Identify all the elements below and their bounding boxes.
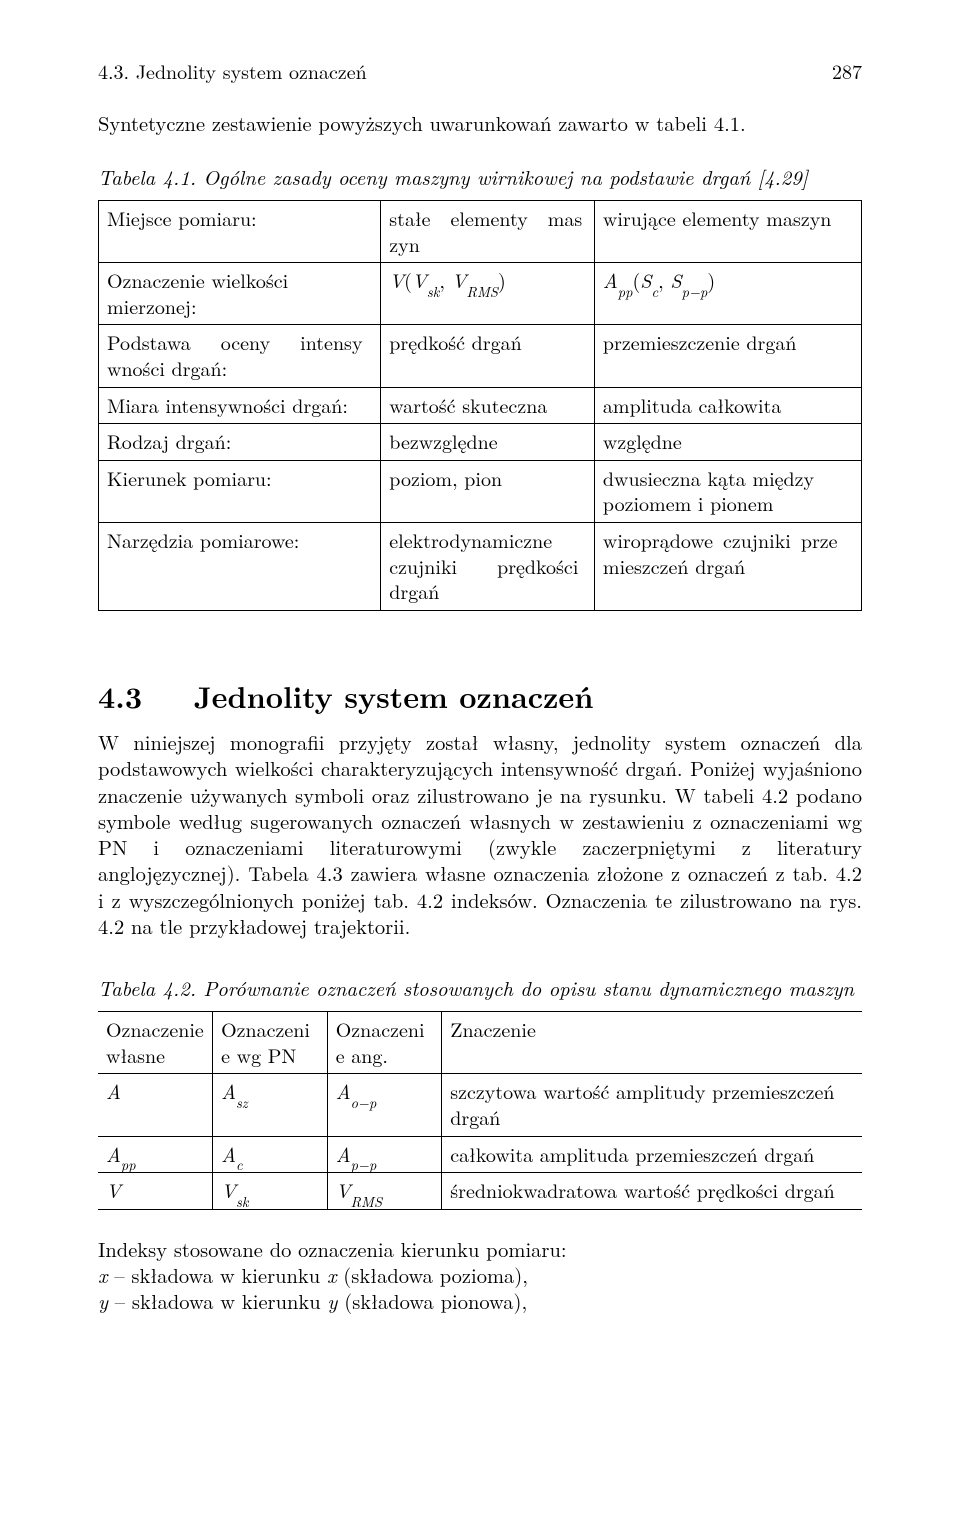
running-header: 4.3. Jednolity system oznaczeń 287 (98, 58, 862, 84)
table-cell: prędkość drgań (381, 325, 595, 387)
table-cell: Oznaczenie wielkości mierzonej: (99, 263, 381, 325)
indices-line-x: x – składowa w kierunku x (składowa pozi… (98, 1262, 862, 1288)
table-row: VVskVRMSśredniokwadratowa wartość prędko… (98, 1173, 862, 1210)
table-4-1-caption: Tabela 4.1. Ogólne zasady oceny maszyny … (98, 164, 862, 190)
table-cell: Podstawa oceny intensywności drgań: (99, 325, 381, 387)
table-row: Narzędzia pomiarowe:elektrodynamiczne cz… (99, 523, 862, 611)
table-header-cell: Oznaczenie własne (98, 1012, 213, 1074)
table-row: Rodzaj drgań:bezwzględnewzględne (99, 424, 862, 461)
indices-block: Indeksy stosowane do oznaczenia kierunku… (98, 1236, 862, 1315)
table-row: Oznaczenie własneOznaczenie wg PNOznacze… (98, 1012, 862, 1074)
table-row: Miara intensywności drgań:wartość skutec… (99, 387, 862, 424)
table-row: Kierunek pomiaru:poziom, piondwusieczna … (99, 460, 862, 522)
table-cell: wiroprądowe czujniki przemieszczeń drgań (594, 523, 861, 611)
table-cell: Kierunek pomiaru: (99, 460, 381, 522)
table-cell: Asz (213, 1074, 328, 1136)
table-cell: A (98, 1074, 213, 1136)
table-cell: V (98, 1173, 213, 1210)
table-cell: Miara intensywności drgań: (99, 387, 381, 424)
section-4-3-title: 4.3 Jednolity system oznaczeń (98, 677, 862, 715)
table-header-cell: Oznaczenie wg PN (213, 1012, 328, 1074)
table-cell: App (98, 1136, 213, 1173)
table-row: AAszAo−pszczytowa wartość amplitudy prze… (98, 1074, 862, 1136)
table-cell: wirujące elementy maszyn (594, 201, 861, 263)
table-cell: elektrodynamiczne czujniki prędkości drg… (381, 523, 595, 611)
table-cell: względne (594, 424, 861, 461)
header-page-number: 287 (832, 58, 862, 84)
table-4-2-caption: Tabela 4.2. Porównanie oznaczeń stosowan… (98, 975, 862, 1001)
section-number: 4.3 (98, 674, 142, 717)
table-cell: poziom, pion (381, 460, 595, 522)
table-cell: Ao−p (327, 1074, 442, 1136)
table-row: Miejsce pomiaru:stałe elementy maszynwir… (99, 201, 862, 263)
table-cell: przemieszczenie drgań (594, 325, 861, 387)
table-cell: amplituda całkowita (594, 387, 861, 424)
indices-headline: Indeksy stosowane do oznaczenia kierunku… (98, 1236, 862, 1262)
intro-paragraph: Syntetyczne zestawienie powyższych uwaru… (98, 110, 862, 136)
table-cell: V(Vsk, VRMS) (381, 263, 595, 325)
table-header-cell: Znaczenie (442, 1012, 862, 1074)
section-4-3-body: W niniejszej monografii przyjęty został … (98, 729, 862, 939)
table-cell: Narzędzia pomiarowe: (99, 523, 381, 611)
table-cell: Rodzaj drgań: (99, 424, 381, 461)
table-cell: Miejsce pomiaru: (99, 201, 381, 263)
table-cell: App(Sc, Sp−p) (594, 263, 861, 325)
table-header-cell: Oznaczenie ang. (327, 1012, 442, 1074)
table-row: AppAcAp−pcałkowita amplituda przemieszcz… (98, 1136, 862, 1173)
header-section-ref: 4.3. Jednolity system oznaczeń (98, 58, 367, 84)
table-cell: wartość skuteczna (381, 387, 595, 424)
page: 4.3. Jednolity system oznaczeń 287 Synte… (0, 0, 960, 1514)
table-cell: Ap−p (327, 1136, 442, 1173)
table-4-2: Oznaczenie własneOznaczenie wg PNOznacze… (98, 1011, 862, 1210)
section-title-text: Jednolity system oznaczeń (194, 674, 594, 717)
table-cell: Vsk (213, 1173, 328, 1210)
table-cell: dwusieczna kąta między poziomem i pionem (594, 460, 861, 522)
table-cell: VRMS (327, 1173, 442, 1210)
table-cell: Ac (213, 1136, 328, 1173)
table-row: Podstawa oceny intensywności drgań:prędk… (99, 325, 862, 387)
table-cell: średniokwadratowa wartość prędkości drga… (442, 1173, 862, 1210)
table-cell: bezwzględne (381, 424, 595, 461)
table-4-1: Miejsce pomiaru:stałe elementy maszynwir… (98, 200, 862, 611)
table-cell: szczytowa wartość amplitudy przemieszcze… (442, 1074, 862, 1136)
table-cell: stałe elementy maszyn (381, 201, 595, 263)
indices-line-y: y – składowa w kierunku y (składowa pion… (98, 1288, 862, 1314)
table-row: Oznaczenie wielkości mierzonej:V(Vsk, VR… (99, 263, 862, 325)
table-cell: całkowita amplituda przemieszczeń drgań (442, 1136, 862, 1173)
